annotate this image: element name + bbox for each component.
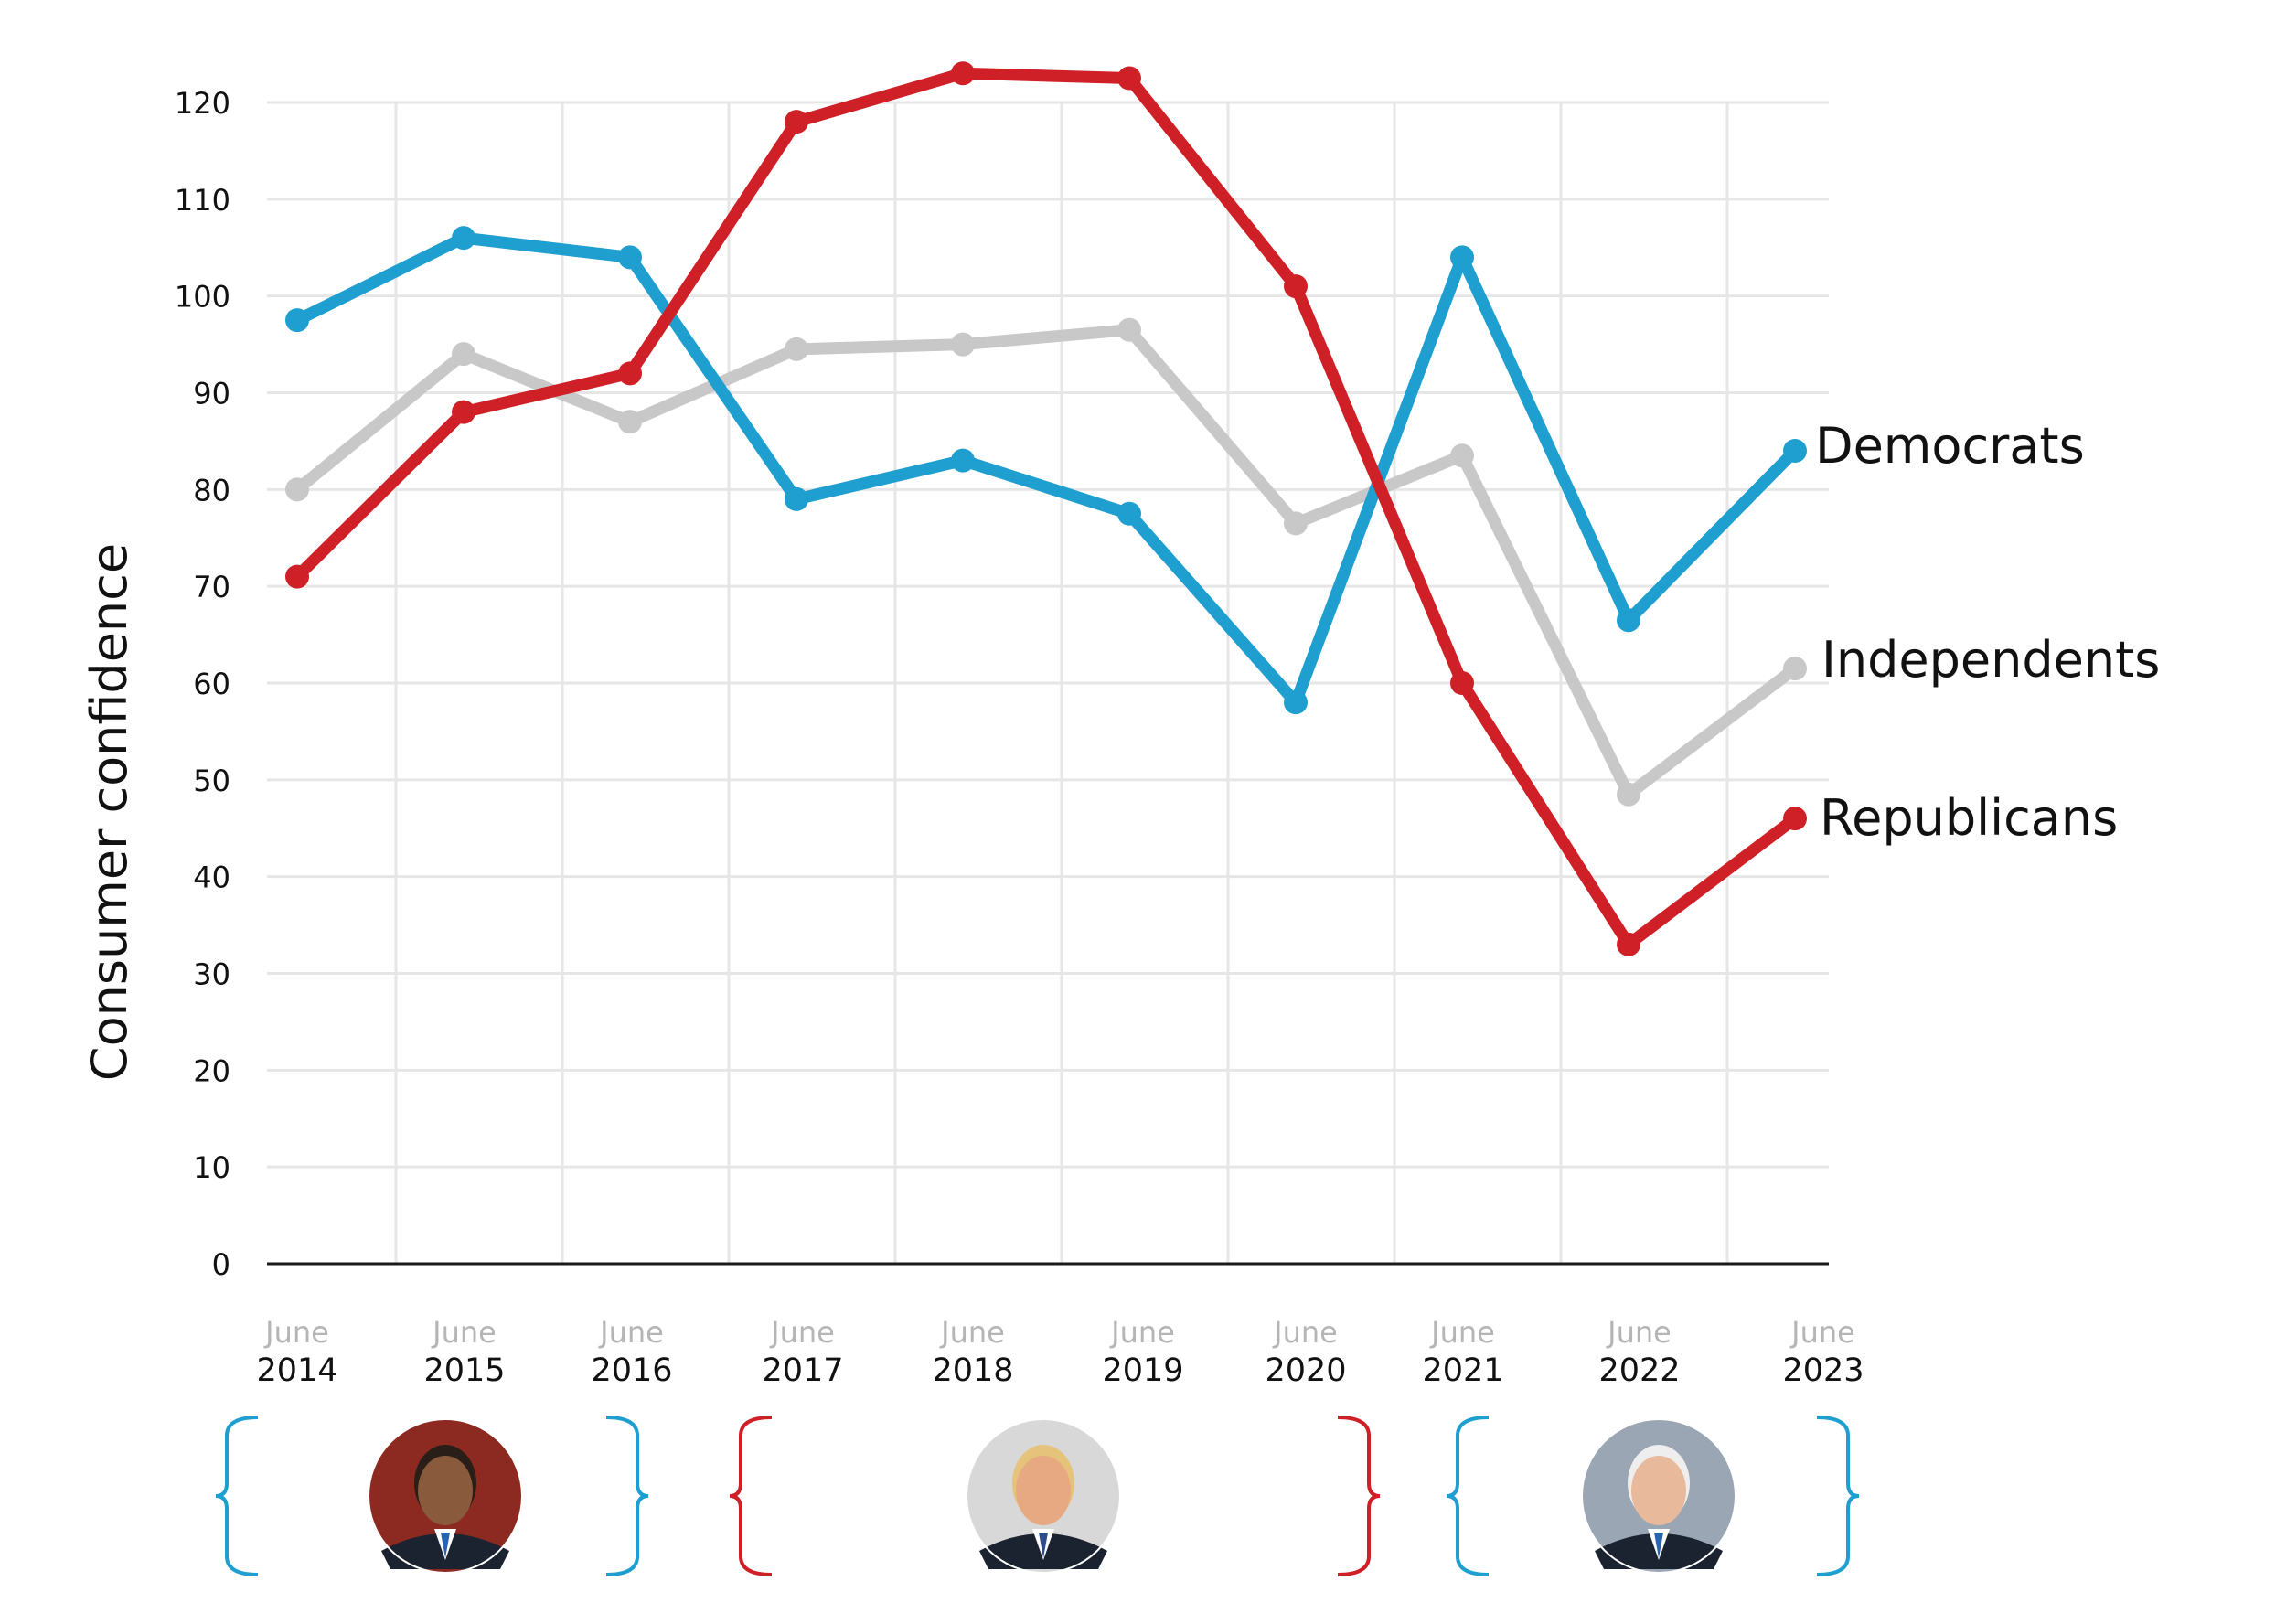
axes: 0102030405060708090100110120June2014June… <box>175 86 1864 1389</box>
democrats-point <box>452 226 475 251</box>
democrats-point <box>785 486 808 511</box>
x-tick-year: 2020 <box>1265 1352 1346 1389</box>
democrats-point <box>1783 439 1807 463</box>
democrats-point <box>1284 690 1308 715</box>
y-tick-label: 110 <box>175 183 230 218</box>
independents-point <box>1450 443 1474 468</box>
y-tick-label: 40 <box>193 860 230 895</box>
independents-point <box>951 332 975 357</box>
x-tick-month: June <box>1789 1315 1855 1350</box>
x-tick-year: 2015 <box>423 1352 505 1389</box>
x-tick-month: June <box>1429 1315 1495 1350</box>
y-tick-label: 50 <box>193 764 230 798</box>
term-bracket-open <box>729 1416 773 1576</box>
republicans-point <box>1783 807 1807 831</box>
term-bracket-open <box>215 1416 259 1576</box>
democrats-point <box>1450 245 1474 270</box>
republicans-label: Republicans <box>1820 789 2118 847</box>
democrats-point <box>1617 608 1640 633</box>
democrats-line <box>291 231 1801 709</box>
y-tick-label: 70 <box>193 570 230 604</box>
independents-label: Independents <box>1821 631 2160 689</box>
presidential-terms <box>215 1416 1860 1576</box>
republicans-point <box>285 564 309 589</box>
republicans-point <box>1117 66 1141 91</box>
independents-point <box>1783 657 1807 681</box>
republicans-point <box>951 61 975 86</box>
term-bracket-close <box>1337 1416 1381 1576</box>
democrats-point <box>285 308 309 333</box>
republicans-point <box>1617 932 1640 956</box>
series-lines <box>285 61 1807 956</box>
x-tick-year: 2022 <box>1598 1352 1680 1389</box>
x-tick-month: June <box>939 1315 1005 1350</box>
x-tick-year: 2014 <box>256 1352 337 1389</box>
democrats-point <box>951 448 975 473</box>
y-tick-label: 80 <box>193 473 230 508</box>
x-tick-year: 2023 <box>1782 1352 1864 1389</box>
democrats-point <box>618 245 642 270</box>
independents-point <box>1284 511 1308 536</box>
x-tick-month: June <box>263 1315 329 1350</box>
x-tick-year: 2021 <box>1422 1352 1503 1389</box>
x-tick-year: 2019 <box>1102 1352 1183 1389</box>
x-tick-month: June <box>769 1315 835 1350</box>
republicans-line <box>291 67 1801 951</box>
x-tick-month: June <box>1109 1315 1175 1350</box>
x-tick-month: June <box>1272 1315 1338 1350</box>
x-tick-month: June <box>1606 1315 1672 1350</box>
independents-point <box>618 410 642 434</box>
republicans-point <box>1450 671 1474 695</box>
y-tick-label: 100 <box>175 280 230 315</box>
biden-portrait-icon <box>1581 1418 1736 1574</box>
independents-point <box>1117 317 1141 342</box>
y-tick-label: 20 <box>193 1053 230 1088</box>
x-tick-month: June <box>431 1315 497 1350</box>
republicans-point <box>785 110 808 134</box>
grid <box>267 101 1829 1264</box>
x-tick-year: 2017 <box>762 1352 843 1389</box>
independents-point <box>1617 782 1640 807</box>
y-tick-label: 30 <box>193 957 230 992</box>
independents-point <box>785 337 808 361</box>
democrats-label: Democrats <box>1815 417 2085 475</box>
y-tick-label: 90 <box>193 377 230 411</box>
independents-point <box>285 477 309 502</box>
series-labels: Independents Democrats Republicans <box>1815 417 2160 847</box>
term-bracket-open <box>1446 1416 1490 1576</box>
independents-point <box>452 342 475 367</box>
republicans-point <box>1284 274 1308 299</box>
y-tick-label: 0 <box>212 1247 230 1282</box>
term-bracket-close <box>605 1416 649 1576</box>
trump-portrait-icon <box>966 1418 1121 1574</box>
term-bracket-close <box>1816 1416 1860 1576</box>
x-tick-year: 2018 <box>932 1352 1013 1389</box>
y-tick-label: 60 <box>193 667 230 701</box>
obama-portrait-icon <box>368 1418 523 1574</box>
y-tick-label: 120 <box>175 86 230 121</box>
x-tick-month: June <box>598 1315 664 1350</box>
republicans-point <box>452 400 475 424</box>
y-axis-label: Consumer confidence <box>80 543 138 1081</box>
x-tick-year: 2016 <box>591 1352 672 1389</box>
y-tick-label: 10 <box>193 1150 230 1185</box>
republicans-point <box>618 361 642 386</box>
democrats-point <box>1117 501 1141 526</box>
